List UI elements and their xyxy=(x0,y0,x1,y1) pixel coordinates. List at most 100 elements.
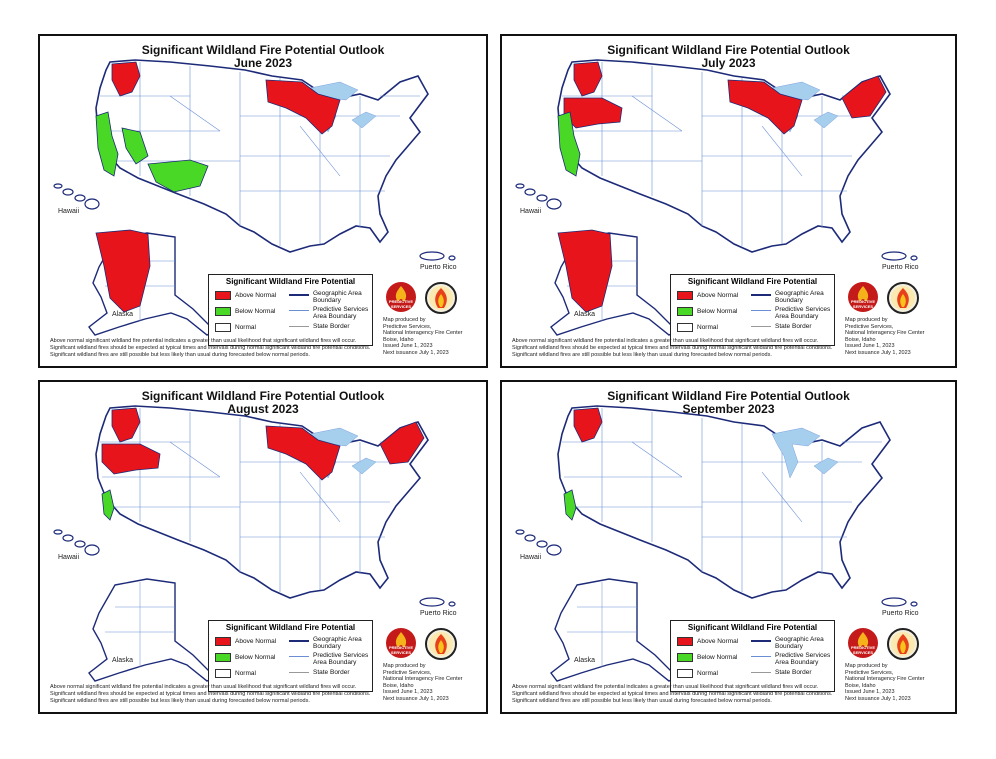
map-footnote: Above normal significant wildland fire p… xyxy=(50,684,380,704)
alaska-label: Alaska xyxy=(112,657,134,664)
map-title: Significant Wildland Fire Potential Outl… xyxy=(40,390,486,416)
legend-title: Significant Wildland Fire Potential xyxy=(687,277,818,286)
geographic-area-line xyxy=(289,640,309,642)
above-normal-region-nw xyxy=(111,61,141,97)
map-title-main: Significant Wildland Fire Potential Outl… xyxy=(607,389,850,403)
puerto-rico xyxy=(881,251,918,261)
map-credits: Map produced by Predictive Services, Nat… xyxy=(383,317,483,356)
map-title-main: Significant Wildland Fire Potential Outl… xyxy=(141,43,385,57)
normal-label: Normal xyxy=(235,670,256,677)
below-normal-label: Below Normal xyxy=(697,308,738,315)
credit-line-3: National Interagency Fire Center xyxy=(845,330,925,336)
map-title-main: Significant Wildland Fire Potential Outl… xyxy=(141,389,385,403)
below-normal-region-ca2 xyxy=(121,127,149,165)
puerto-rico xyxy=(419,597,456,607)
map-credits: Map produced by Predictive Services, Nat… xyxy=(845,317,945,356)
fire-potential-regions xyxy=(95,61,341,313)
credit-line-4: Boise, Idaho xyxy=(383,336,414,343)
fire-potential-regions xyxy=(557,61,887,313)
state-border-line xyxy=(751,326,771,327)
credit-line-3: National Interagency Fire Center xyxy=(383,330,463,336)
below-normal-label: Below Normal xyxy=(697,654,738,661)
credit-line-1: Map produced by xyxy=(383,317,426,323)
above-normal-swatch xyxy=(677,291,693,300)
geographic-area-line xyxy=(751,294,771,296)
hawaii-islands xyxy=(515,183,562,210)
alaska xyxy=(88,578,217,682)
fire-seal-icon xyxy=(429,286,453,310)
footnote-below: Significant wildland fires are still pos… xyxy=(512,697,772,704)
fire-seal-icon xyxy=(429,632,453,656)
normal-label: Normal xyxy=(697,324,718,331)
below-normal-region-ca xyxy=(557,111,581,177)
fire-seal-icon xyxy=(891,286,915,310)
alaska-label: Alaska xyxy=(112,311,134,318)
hawaii-islands xyxy=(53,183,100,210)
credit-line-6: Next issuance July 1, 2023 xyxy=(383,695,449,702)
map-footnote: Above normal significant wildland fire p… xyxy=(512,338,842,358)
credit-line-1: Map produced by xyxy=(845,317,888,323)
credit-line-5: Issued June 1, 2023 xyxy=(845,689,895,695)
puerto-rico-label: Puerto Rico xyxy=(420,610,457,617)
map-legend: Significant Wildland Fire Potential Abov… xyxy=(670,620,835,692)
footnote-above: Above normal significant wildland fire p… xyxy=(50,684,357,690)
footnote-normal: Significant wildland fires should be exp… xyxy=(50,344,371,351)
state-border-line xyxy=(289,672,309,673)
geographic-area-label: Geographic Area Boundary xyxy=(775,636,824,650)
map-credits: Map produced by Predictive Services, Nat… xyxy=(383,663,483,702)
map-legend: Significant Wildland Fire Potential Abov… xyxy=(670,274,835,346)
psa-boundary-line xyxy=(751,656,771,657)
below-normal-region-ca3 xyxy=(563,489,577,521)
alaska xyxy=(550,578,679,682)
above-normal-label: Above Normal xyxy=(235,292,277,299)
above-normal-region-mw xyxy=(727,79,803,135)
normal-swatch xyxy=(215,669,231,678)
above-normal-region-nw xyxy=(573,407,603,443)
geographic-area-line xyxy=(289,294,309,296)
fire-potential-map xyxy=(515,405,918,682)
geographic-area-label: Geographic Area Boundary xyxy=(775,290,824,304)
state-border-line xyxy=(289,326,309,327)
map-credits: Map produced by Predictive Services, Nat… xyxy=(845,663,945,702)
credit-line-2: Predictive Services, xyxy=(845,669,894,676)
map-footnote: Above normal significant wildland fire p… xyxy=(50,338,380,358)
state-border-label: State Border xyxy=(313,669,350,676)
above-normal-region-ne xyxy=(841,75,887,119)
fire-seal-icon xyxy=(891,632,915,656)
alaska-label: Alaska xyxy=(574,311,596,318)
puerto-rico-label: Puerto Rico xyxy=(420,264,457,271)
hawaii-islands xyxy=(515,529,562,556)
state-border-label: State Border xyxy=(775,323,812,330)
credit-line-3: National Interagency Fire Center xyxy=(845,676,925,682)
below-normal-swatch xyxy=(215,653,231,662)
above-normal-region-nw2 xyxy=(101,443,161,475)
credit-line-5: Issued June 1, 2023 xyxy=(845,343,895,349)
credit-line-4: Boise, Idaho xyxy=(845,336,876,343)
map-title: Significant Wildland Fire Potential Outl… xyxy=(40,44,486,70)
psa-boundary-label: Predictive Services Area Boundary xyxy=(313,306,369,320)
predictive-services-logo-text: PREDICTIVE SERVICES xyxy=(388,645,413,655)
above-normal-region-nw xyxy=(573,61,603,97)
normal-swatch xyxy=(215,323,231,332)
above-normal-swatch xyxy=(215,291,231,300)
alaska-label: Alaska xyxy=(574,657,596,664)
normal-swatch xyxy=(677,669,693,678)
footnote-above: Above normal significant wildland fire p… xyxy=(512,338,819,344)
credit-line-2: Predictive Services, xyxy=(383,323,432,330)
flame-icon xyxy=(395,286,407,302)
nifc-seal xyxy=(887,628,919,660)
below-normal-swatch xyxy=(677,653,693,662)
credit-line-6: Next issuance July 1, 2023 xyxy=(845,695,911,702)
below-normal-swatch xyxy=(215,307,231,316)
psa-boundary-line xyxy=(289,310,309,311)
normal-label: Normal xyxy=(235,324,256,331)
above-normal-region-nw xyxy=(111,407,141,443)
legend-title: Significant Wildland Fire Potential xyxy=(225,623,356,632)
puerto-rico xyxy=(881,597,918,607)
below-normal-region-ca3 xyxy=(101,489,115,521)
credit-line-4: Boise, Idaho xyxy=(845,682,876,689)
map-legend: Significant Wildland Fire Potential Abov… xyxy=(208,620,373,692)
psa-boundary-line xyxy=(289,656,309,657)
nifc-seal xyxy=(887,282,919,314)
psa-boundary-label: Predictive Services Area Boundary xyxy=(313,652,369,666)
